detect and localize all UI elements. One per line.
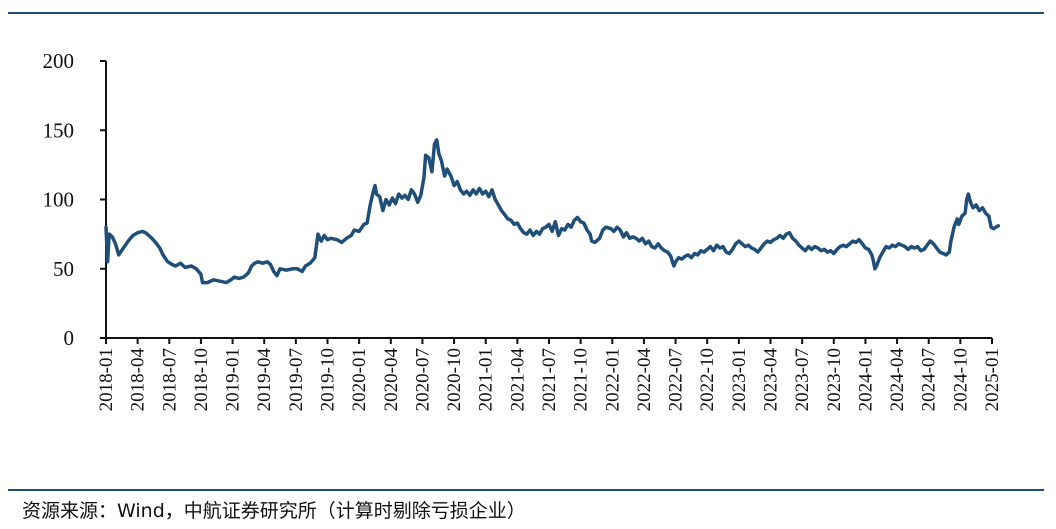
x-tick-label: 2018-04 [128, 348, 149, 412]
x-tick-label: 2020-01 [349, 348, 370, 411]
y-tick-label: 200 [43, 49, 75, 73]
x-tick-label: 2021-01 [476, 348, 497, 411]
y-tick-label: 50 [53, 257, 74, 281]
x-tick-label: 2022-07 [666, 348, 687, 411]
x-tick-label: 2022-10 [697, 348, 718, 411]
y-tick-label: 100 [43, 188, 75, 212]
series [104, 138, 1001, 285]
x-tick-label: 2023-07 [792, 348, 813, 411]
top-rule [8, 12, 1044, 14]
x-tick-label: 2025-01 [982, 348, 1003, 411]
x-tick-label: 2023-10 [824, 348, 845, 411]
x-tick-label: 2018-10 [191, 348, 212, 411]
x-tick-label: 2021-07 [539, 348, 560, 411]
x-tick-label: 2020-04 [381, 348, 402, 412]
x-tick-label: 2024-10 [950, 348, 971, 411]
bottom-rule [8, 489, 1044, 491]
y-tick-label: 150 [43, 118, 75, 142]
x-tick-label: 2024-01 [855, 348, 876, 411]
x-tick-label: 2018-07 [159, 348, 180, 411]
x-tick-label: 2023-04 [761, 348, 782, 412]
source-note: 资源来源：Wind，中航证券研究所（计算时剔除亏损企业） [22, 500, 526, 522]
line-chart: 0 50 100 150 200 2018-01 2018-04 2018-07 2018-1… [43, 49, 1004, 412]
x-axis: 2018-01 2018-04 2018-07 2018-10 2019-01 2019-… [96, 337, 1003, 412]
x-tick-label: 2022-04 [634, 348, 655, 412]
x-tick-label: 2020-07 [412, 348, 433, 411]
x-tick-label: 2021-04 [507, 348, 528, 412]
x-tick-label: 2019-07 [286, 348, 307, 411]
y-axis: 0 50 100 150 200 [43, 49, 107, 350]
x-tick-label: 2018-01 [96, 348, 117, 411]
x-tick-label: 2019-04 [254, 348, 275, 412]
x-tick-label: 2019-10 [318, 348, 339, 411]
x-tick-label: 2020-10 [444, 348, 465, 411]
x-tick-label: 2022-01 [602, 348, 623, 411]
x-tick-label: 2021-10 [571, 348, 592, 411]
x-tick-label: 2024-07 [919, 348, 940, 411]
x-tick-label: 2019-01 [223, 348, 244, 411]
x-tick-label: 2024-04 [887, 348, 908, 412]
y-tick-label: 0 [64, 326, 75, 350]
x-tick-label: 2023-01 [729, 348, 750, 411]
series-line [104, 138, 1001, 285]
